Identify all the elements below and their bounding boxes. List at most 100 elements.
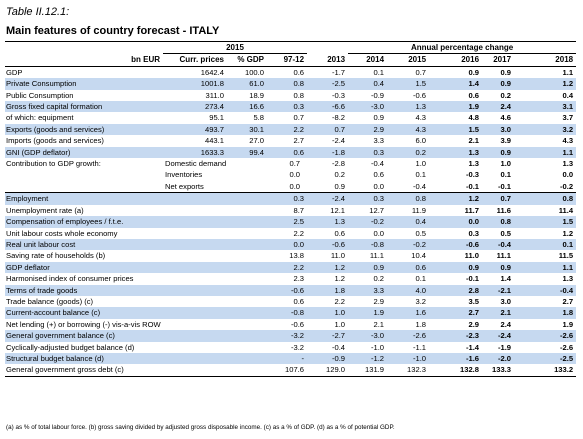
- table-cell: 1.0: [307, 307, 349, 319]
- table-cell: 107.6: [267, 364, 308, 377]
- header-year: 2016: [461, 55, 480, 65]
- table-cell: 1.2: [429, 192, 483, 205]
- table-cell: [163, 352, 227, 365]
- table-cell: 132.8: [429, 364, 483, 377]
- table-cell: 1.2: [514, 78, 577, 90]
- table-cell: 0.8: [293, 90, 305, 100]
- table-cell: 1.8: [307, 284, 349, 296]
- table-cell: 11.1: [496, 251, 512, 261]
- table-cell: [163, 342, 227, 353]
- table-row: Trade balance (goods) (c) 0.6 2.2 2.9 3.2 3.5…: [5, 296, 576, 307]
- table-cell: 129.0: [307, 364, 349, 377]
- table-cell: 0.6: [267, 65, 308, 79]
- table-cell: 11.0: [464, 251, 480, 261]
- row-sublabel: Domestic demand: [165, 159, 227, 169]
- table-cell: 2.2: [293, 228, 305, 238]
- table-cell: -1.1: [412, 342, 427, 352]
- table-cell: -0.2: [387, 238, 430, 251]
- table-cell: 0.8: [514, 192, 577, 205]
- table-cell: -0.9: [370, 90, 385, 100]
- table-cell: 2.7: [293, 136, 305, 146]
- table-cell: 1.5: [514, 216, 577, 228]
- table-cell: 0.0: [267, 238, 308, 251]
- header-year: 2013: [327, 55, 346, 65]
- table-cell: 5.8: [253, 113, 264, 123]
- table-cell: 1.1: [514, 261, 577, 274]
- table-cell: 2.4: [482, 101, 515, 113]
- table-cell: 11.4: [558, 205, 574, 215]
- table-cell: 0.7: [387, 65, 430, 79]
- row-label: GNI (GDP deflator): [5, 146, 163, 159]
- row-label: Saving rate of households (b): [6, 251, 106, 261]
- table-cell: [163, 296, 227, 307]
- row-label: [5, 181, 163, 193]
- row-label: Harmonised index of consumer prices: [6, 274, 134, 284]
- table-cell: 3.7: [562, 113, 574, 123]
- table-cell: -1.9: [497, 342, 512, 352]
- table-cell: [227, 250, 267, 261]
- table-cell: 0.6: [468, 90, 480, 100]
- table-cell: 1.1: [514, 65, 577, 79]
- table-cell: 0.0: [562, 170, 574, 180]
- table-cell: -0.8: [348, 238, 388, 251]
- table-cell: [227, 352, 267, 365]
- table-row: Imports (goods and services) 443.1 27.0 2.7…: [5, 135, 576, 146]
- row-label: General government balance (c): [5, 330, 163, 342]
- table-cell: 6.0: [415, 136, 427, 146]
- table-cell: 99.4: [227, 146, 267, 159]
- table-row: Unemployment rate (a) 8.7 12.1 12.7 11.9 11.7…: [5, 205, 576, 216]
- table-cell: -2.4: [331, 136, 346, 146]
- table-cell: 1.2: [307, 261, 349, 274]
- table-cell: 133.2: [514, 364, 577, 377]
- table-row: Employment 0.3 -2.4 0.3 0.8 1.2 0.7 0.8: [5, 192, 577, 205]
- table-cell: 1.9: [562, 319, 574, 329]
- table-cell: [163, 330, 227, 342]
- table-cell: 1.4: [500, 274, 512, 284]
- table-cell: 3.2: [514, 123, 577, 136]
- table-cell: 0.0: [289, 181, 301, 191]
- table-cell: 100.0: [227, 65, 267, 79]
- row-label: Employment: [5, 192, 163, 205]
- row-label: Private Consumption: [5, 78, 163, 90]
- table-cell: 0.1: [348, 65, 388, 79]
- table-cell: 0.3: [348, 192, 388, 205]
- table-cell: -0.2: [560, 181, 574, 191]
- table-cell: [227, 273, 267, 284]
- table-cell: -2.5: [514, 352, 577, 365]
- table-cell: -3.0: [348, 330, 388, 342]
- header-year: 2018: [555, 55, 574, 65]
- table-cell: 0.9: [482, 78, 515, 90]
- table-cell: 1.9: [348, 307, 388, 319]
- row-label: Real unit labour cost: [5, 238, 163, 251]
- table-cell: 1.3: [429, 146, 483, 159]
- table-cell: -2.0: [482, 352, 515, 365]
- table-cell: 11.1: [369, 251, 385, 261]
- table-cell: 0.6: [373, 170, 385, 180]
- table-cell: 0.2: [387, 146, 430, 159]
- table-cell: 4.6: [500, 113, 512, 123]
- table-cell: -2.3: [429, 330, 483, 342]
- table-cell: -0.4: [412, 181, 427, 191]
- table-cell: 3.0: [500, 296, 512, 306]
- table-cell: 1.0: [415, 159, 427, 169]
- table-cell: -1.0: [370, 342, 385, 352]
- table-cell: [163, 307, 227, 319]
- table-cell: 2.7: [562, 296, 574, 306]
- table-cell: -2.7: [307, 330, 349, 342]
- row-label: Exports (goods and services): [5, 123, 163, 136]
- table-cell: [227, 307, 267, 319]
- table-cell: 0.2: [334, 170, 346, 180]
- header-curr-prices: Curr. prices: [179, 55, 224, 65]
- table-cell: 2.1: [373, 319, 385, 329]
- table-cell: -1.8: [307, 146, 349, 159]
- table-cell: 1.2: [562, 228, 574, 238]
- table-cell: 16.6: [227, 101, 267, 113]
- row-label: of which: equipment: [6, 113, 74, 123]
- table-cell: 0.3: [468, 228, 480, 238]
- table-row: Contribution to GDP growth: Domestic dema…: [5, 158, 576, 169]
- table-cell: 4.3: [562, 136, 574, 146]
- table-cell: 1.3: [562, 274, 574, 284]
- table-row: Saving rate of households (b) 13.8 11.0 11.…: [5, 250, 576, 261]
- table-cell: 0.9: [373, 113, 385, 123]
- table-cell: 4.0: [387, 284, 430, 296]
